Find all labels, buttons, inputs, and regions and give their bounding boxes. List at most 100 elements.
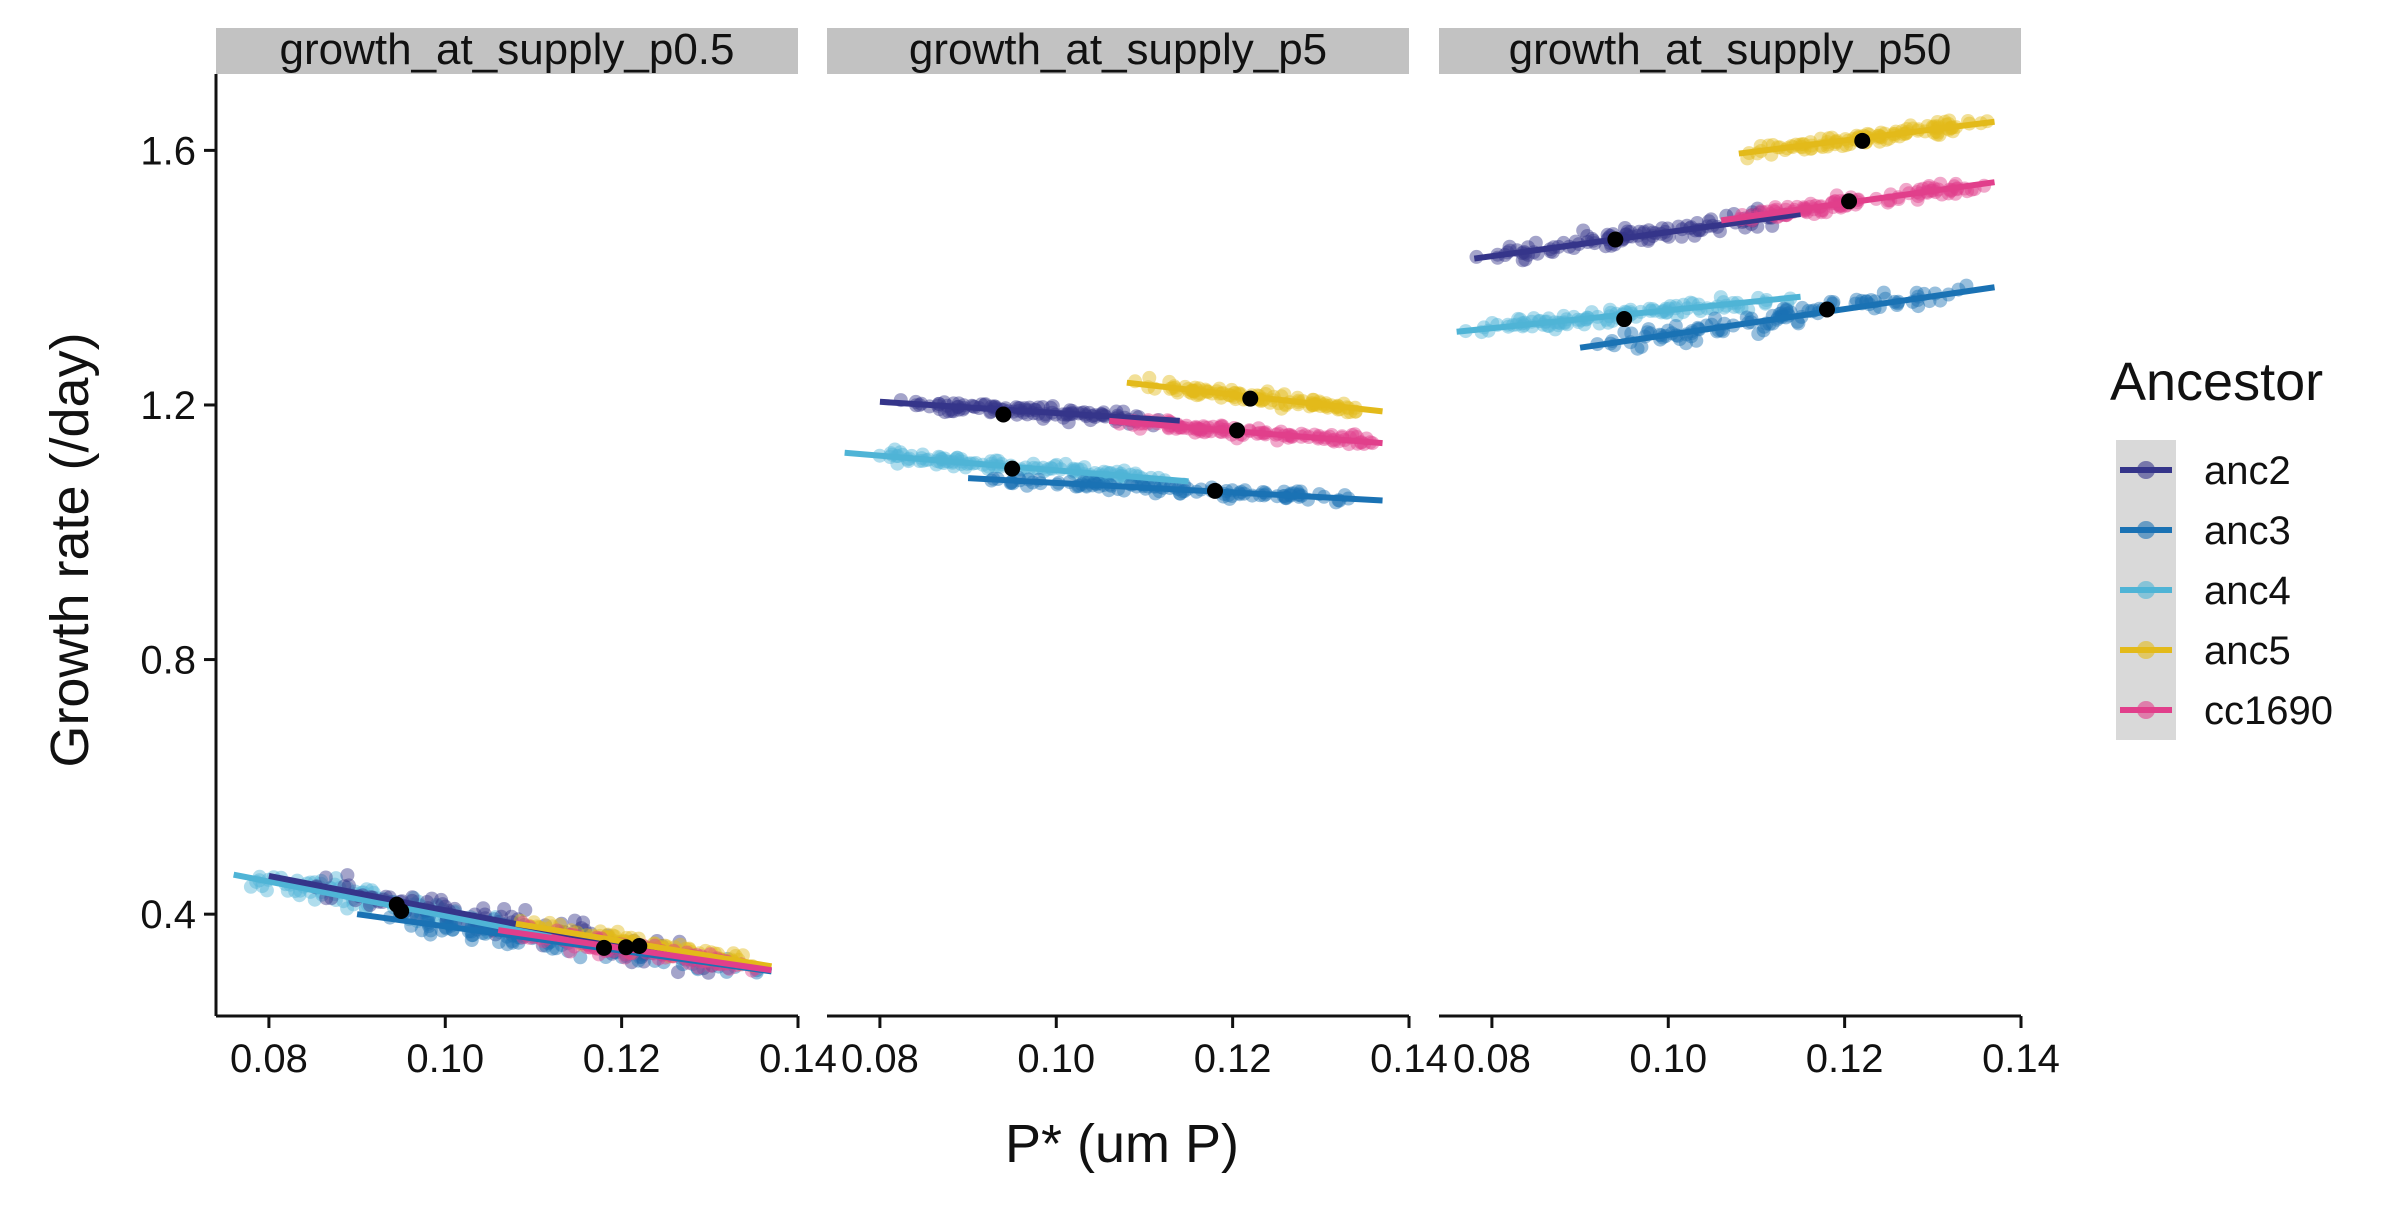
data-point <box>1756 323 1771 338</box>
data-point <box>292 888 307 903</box>
legend-item-anc3: anc3 <box>2120 509 2291 553</box>
data-point <box>1708 311 1722 326</box>
data-point <box>1617 325 1632 340</box>
data-point <box>434 892 449 907</box>
data-point <box>887 442 902 457</box>
data-point <box>1779 303 1794 318</box>
panel-2: growth_at_supply_p5 <box>827 25 1409 510</box>
data-point <box>1779 302 1794 317</box>
data-point <box>340 901 355 916</box>
x-tick-label: 0.12 <box>1194 1037 1272 1081</box>
data-point <box>1528 235 1543 250</box>
data-point <box>1641 322 1656 337</box>
data-point <box>567 913 582 928</box>
data-point <box>1260 384 1275 399</box>
mean-point-anc3 <box>1207 482 1223 499</box>
mean-point-anc4 <box>1616 311 1633 328</box>
data-point <box>476 901 491 916</box>
data-point <box>492 935 506 950</box>
data-point <box>500 937 515 952</box>
y-axis-title: Growth rate (/day) <box>40 332 100 767</box>
mean-point-cc1690 <box>1841 193 1858 210</box>
data-point <box>671 965 685 980</box>
x-tick-label: 0.14 <box>759 1037 837 1081</box>
mean-point-cc1690 <box>618 939 635 956</box>
data-point <box>1713 290 1728 305</box>
data-point <box>243 879 258 894</box>
legend-key-point <box>2137 521 2155 539</box>
legend-key-point <box>2137 701 2155 719</box>
mean-point-anc2 <box>1607 231 1624 248</box>
legend-item-anc4: anc4 <box>2120 569 2291 613</box>
data-point <box>563 944 578 959</box>
data-point <box>1518 252 1533 267</box>
legend-label: anc2 <box>2204 449 2291 493</box>
mean-point-anc5 <box>631 937 648 954</box>
fit-line-cc1690 <box>1720 179 1995 224</box>
data-point <box>690 962 705 977</box>
fit-line-anc3 <box>967 475 1383 504</box>
legend: Ancestor anc2 anc3 anc4 anc5 cc1690 <box>2110 352 2333 740</box>
mean-point-anc2 <box>995 406 1012 423</box>
data-point <box>1274 401 1289 416</box>
data-point <box>636 954 651 969</box>
data-point <box>518 903 533 917</box>
data-point <box>1515 253 1530 268</box>
mean-point-cc1690 <box>1229 422 1246 439</box>
fit-line-anc2 <box>879 398 1180 424</box>
data-point <box>1776 301 1791 316</box>
mean-point-anc2 <box>388 896 405 913</box>
data-point <box>307 892 322 907</box>
data-point <box>1741 302 1756 317</box>
x-axis-title: P* (um P) <box>1005 1114 1239 1174</box>
panel-1: growth_at_supply_p0.5 <box>216 25 798 980</box>
legend-label: anc4 <box>2204 569 2291 613</box>
y-tick-label: 0.4 <box>140 893 196 937</box>
data-point <box>573 950 588 965</box>
y-tick-label: 1.2 <box>140 384 196 428</box>
data-point <box>318 870 333 885</box>
data-point <box>1751 327 1766 341</box>
fit-line-anc3 <box>1579 284 1995 351</box>
facet-strip-label: growth_at_supply_p5 <box>909 25 1327 74</box>
data-point <box>340 868 355 883</box>
data-point <box>329 871 343 886</box>
x-tick-label: 0.08 <box>230 1037 308 1081</box>
data-point <box>1791 316 1806 331</box>
data-point <box>1142 370 1157 385</box>
x-tick-label: 0.12 <box>583 1037 661 1081</box>
data-point <box>1576 223 1591 238</box>
mean-point-anc3 <box>596 939 612 956</box>
legend-item-anc5: anc5 <box>2120 629 2291 673</box>
fit-line-cc1690 <box>1108 417 1383 447</box>
facet-strip <box>216 28 798 74</box>
mean-point-anc4 <box>1004 460 1021 477</box>
data-point <box>1829 188 1844 203</box>
x-tick-label: 0.12 <box>1806 1037 1884 1081</box>
data-point <box>1795 300 1810 315</box>
data-point <box>1876 285 1891 300</box>
mean-point-anc5 <box>1854 132 1871 149</box>
axis-layer: 0.08 0.10 0.12 0.14 0.08 0.10 0.12 0.14 0.08 0.10… <box>140 74 2060 1081</box>
data-point <box>259 883 274 898</box>
data-point <box>576 915 591 930</box>
facet-strip <box>827 28 1409 74</box>
data-point <box>1630 341 1645 356</box>
data-point <box>497 902 512 916</box>
data-point <box>554 916 569 931</box>
data-point <box>1849 292 1864 307</box>
facet-strip-label: growth_at_supply_p0.5 <box>280 25 735 74</box>
legend-key-point <box>2137 641 2155 659</box>
data-point <box>561 944 576 959</box>
fit-line-anc2 <box>1473 211 1801 262</box>
facet-strip <box>1439 28 2021 74</box>
data-point <box>1689 333 1704 348</box>
mean-point-anc3 <box>1819 301 1835 318</box>
data-point <box>1580 229 1595 243</box>
data-point <box>1634 339 1649 354</box>
y-tick-label: 1.6 <box>140 129 196 173</box>
legend-item-cc1690: cc1690 <box>2120 689 2333 733</box>
data-point <box>424 891 439 906</box>
x-tick-label: 0.10 <box>406 1037 484 1081</box>
